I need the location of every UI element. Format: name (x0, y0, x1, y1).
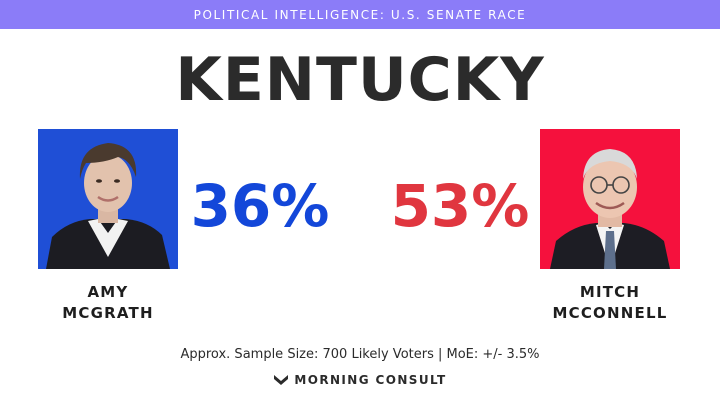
candidate-first-name: MITCH (579, 283, 641, 301)
banner-text: POLITICAL INTELLIGENCE: U.S. SENATE RACE (193, 7, 527, 22)
candidate-photo-mcgrath (38, 129, 178, 269)
candidate-first-name: AMY (87, 283, 129, 301)
morning-consult-chevron-icon (274, 375, 289, 385)
candidate-percent-mcconnell: 53% (390, 172, 530, 240)
sample-size-note: Approx. Sample Size: 700 Likely Voters |… (180, 347, 540, 362)
candidate-percent-mcgrath: 36% (190, 172, 330, 240)
morning-consult-logo: MORNING CONSULT (0, 373, 720, 387)
candidate-photo-mcconnell (540, 129, 680, 269)
candidate-last-name: MCCONNELL (552, 304, 668, 322)
candidate-name-mcgrath: AMY MCGRATH (28, 282, 188, 324)
candidate-last-name: MCGRATH (62, 304, 154, 322)
state-title: KENTUCKY (175, 45, 545, 115)
logo-text: MORNING CONSULT (294, 373, 447, 387)
header-banner: POLITICAL INTELLIGENCE: U.S. SENATE RACE (0, 0, 720, 29)
candidate-name-mcconnell: MITCH MCCONNELL (520, 282, 700, 324)
